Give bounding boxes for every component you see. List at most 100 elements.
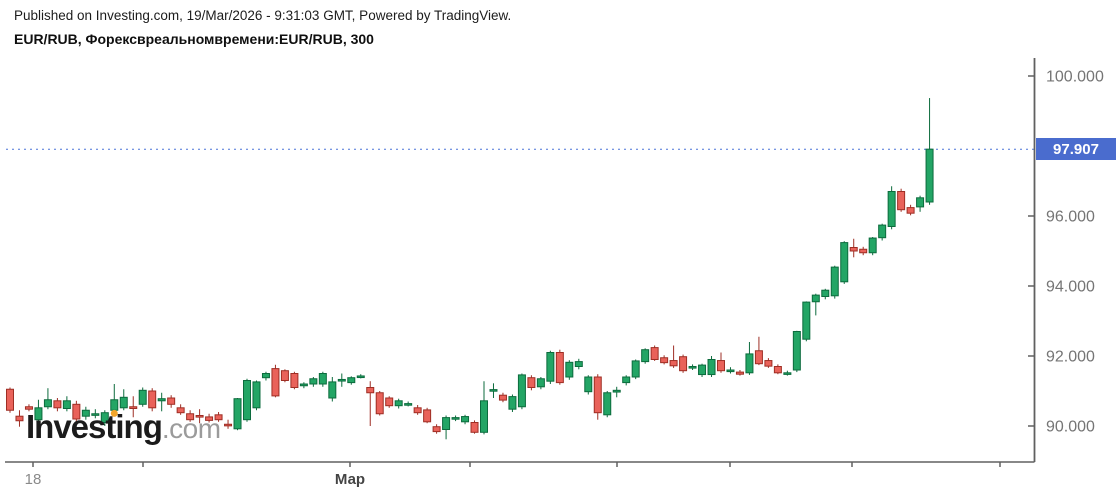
candle-body: [119, 396, 128, 409]
candle-body: [385, 397, 394, 407]
candle-body: [328, 381, 337, 399]
y-axis-label: 94.000: [1046, 279, 1095, 296]
candle-body: [299, 383, 308, 387]
candle-body: [243, 380, 251, 421]
y-axis-label: 100.000: [1046, 69, 1104, 86]
candle-body: [432, 426, 441, 433]
y-axis-label: 96.000: [1046, 209, 1095, 226]
candle-body: [508, 396, 517, 410]
candle-body: [100, 412, 109, 424]
candle-body: [745, 353, 754, 374]
candle-body: [660, 357, 669, 364]
candle-body: [783, 372, 792, 375]
candle-body: [897, 191, 906, 211]
symbol-title: EUR/RUB, Форексвреальномвремени:EUR/RUB,…: [14, 31, 374, 47]
candle-body: [394, 400, 403, 407]
candle-body: [271, 368, 280, 397]
candle-body: [527, 377, 536, 389]
candle-body: [347, 377, 356, 384]
candle-body: [186, 413, 195, 421]
candle-body: [735, 371, 744, 375]
candle-body: [878, 224, 887, 239]
candle-body: [707, 359, 716, 376]
candle-body: [622, 376, 631, 384]
candle-body: [925, 148, 934, 203]
candle-body: [726, 369, 735, 373]
candle-body: [849, 247, 858, 252]
candle-body: [15, 415, 24, 422]
candle-body: [81, 409, 90, 417]
candle-body: [754, 350, 763, 365]
candle-body: [53, 400, 62, 409]
candle-body: [461, 416, 470, 423]
y-axis-label: 92.000: [1046, 349, 1095, 366]
candle-body: [129, 406, 138, 409]
candle-body: [489, 389, 498, 392]
candle-body: [821, 289, 830, 298]
candle-body: [574, 361, 583, 368]
candle-body: [764, 360, 773, 367]
candle-body: [290, 373, 299, 388]
candle-body: [669, 360, 678, 367]
candle-body: [584, 376, 593, 393]
candle-body: [555, 352, 564, 384]
candle-body: [688, 366, 697, 369]
candle-body: [24, 406, 33, 410]
candle-body: [650, 347, 659, 361]
x-axis-label: 18: [25, 471, 42, 488]
candle-body: [6, 388, 14, 411]
candle-body: [214, 414, 223, 421]
candle-body: [148, 390, 157, 409]
candle-body: [631, 360, 640, 378]
candle-body: [717, 360, 725, 372]
candle-body: [830, 266, 839, 297]
candle-body: [792, 331, 801, 371]
candle-body: [72, 403, 81, 420]
candle-body: [91, 413, 100, 416]
candle-body: [34, 407, 43, 421]
published-line: Published on Investing.com, 19/Mar/2026 …: [14, 8, 512, 23]
candle-body: [43, 399, 52, 408]
candle-body: [641, 349, 650, 363]
candle-body: [868, 237, 877, 254]
candle-body: [423, 409, 432, 423]
candle-body: [205, 416, 214, 421]
candle-body: [233, 398, 242, 430]
candle-body: [318, 373, 327, 385]
candle-body: [366, 387, 375, 394]
candle-body: [536, 378, 545, 388]
candle-body: [413, 407, 422, 414]
candle-body: [157, 398, 166, 402]
candle-body: [773, 366, 782, 374]
candle-body: [698, 364, 707, 376]
candle-body: [565, 361, 574, 378]
candle-body: [280, 370, 289, 382]
candle-body: [252, 381, 261, 409]
candle-body: [62, 400, 71, 409]
watermark-bold: Investing: [26, 408, 163, 445]
investing-watermark: Investing.com: [26, 408, 221, 446]
candle-body: [470, 422, 479, 433]
candle-body: [261, 373, 270, 379]
candle-body: [195, 415, 204, 418]
candle-body: [887, 191, 896, 227]
y-axis-label: 90.000: [1046, 419, 1095, 436]
candle-body: [840, 242, 849, 283]
candle-body: [480, 400, 488, 433]
candle-body: [309, 378, 318, 385]
last-price-badge: 97.907: [1036, 138, 1116, 160]
candle-body: [546, 352, 555, 382]
watermark-light: .com: [161, 413, 221, 444]
candle-body: [612, 389, 621, 393]
candle-body: [498, 394, 507, 401]
candle-body: [679, 356, 688, 372]
candle-body: [593, 376, 602, 414]
candle-body: [451, 417, 460, 420]
candle-body: [811, 294, 820, 303]
candle-body: [337, 378, 346, 382]
candle-body: [916, 197, 925, 208]
candle-body: [176, 407, 185, 414]
candle-body: [167, 397, 176, 405]
candle-body: [375, 392, 384, 415]
